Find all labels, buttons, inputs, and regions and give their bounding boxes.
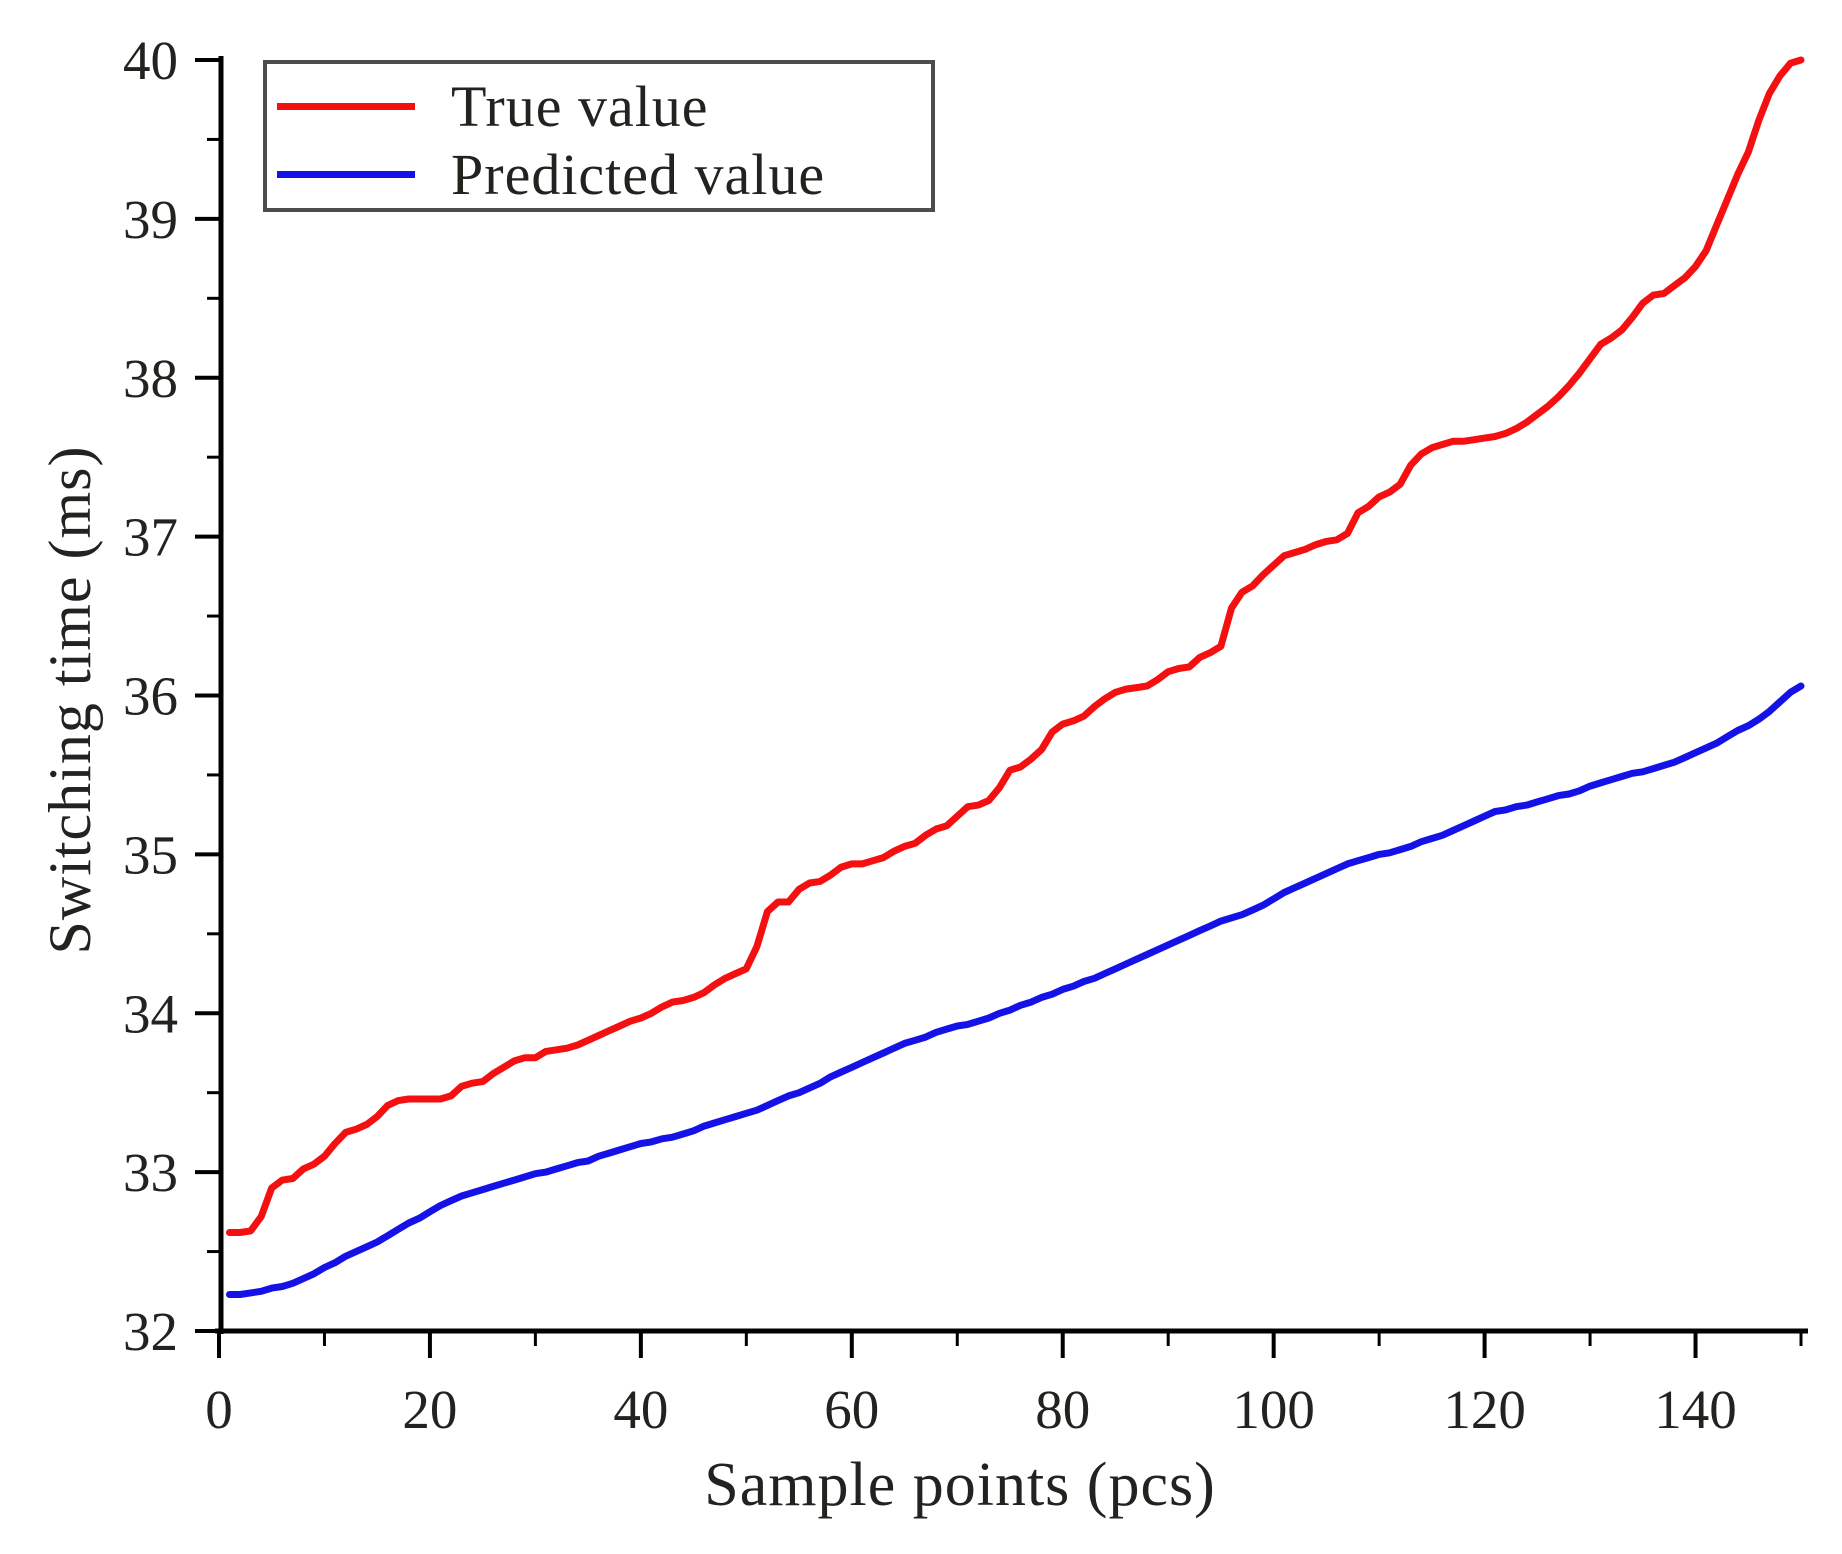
y-tick-label: 32 [123, 1301, 178, 1362]
y-tick-label: 38 [123, 348, 178, 409]
y-tick-label: 39 [123, 189, 178, 250]
y-tick-label: 34 [123, 983, 178, 1044]
x-tick-label: 20 [402, 1379, 457, 1440]
x-axis-title: Sample points (pcs) [704, 1451, 1216, 1519]
true-value-line [226, 56, 1805, 1236]
y-tick-label: 36 [123, 666, 178, 727]
x-tick-label: 60 [824, 1379, 879, 1440]
x-tick-label: 0 [205, 1379, 233, 1440]
x-tick-label: 80 [1035, 1379, 1090, 1440]
y-tick-label: 35 [123, 824, 178, 885]
predicted-value-line-swatch [277, 170, 415, 178]
true-value-line-swatch [277, 102, 415, 110]
x-tick-label: 140 [1654, 1379, 1737, 1440]
legend-item-predicted-value: Predicted value [267, 140, 931, 208]
x-tick-label: 40 [613, 1379, 668, 1440]
predicted-value-line [226, 682, 1805, 1298]
y-axis-title: Switching time (ms) [37, 445, 103, 955]
legend: True value Predicted value [263, 60, 935, 212]
legend-label-predicted-value: Predicted value [451, 141, 826, 207]
x-tick-label: 100 [1232, 1379, 1315, 1440]
y-tick-label: 33 [123, 1142, 178, 1203]
x-tick-label: 120 [1443, 1379, 1526, 1440]
legend-label-true-value: True value [451, 73, 709, 139]
y-tick-label: 40 [123, 30, 178, 91]
y-tick-label: 37 [123, 507, 178, 568]
legend-item-true-value: True value [267, 72, 931, 140]
